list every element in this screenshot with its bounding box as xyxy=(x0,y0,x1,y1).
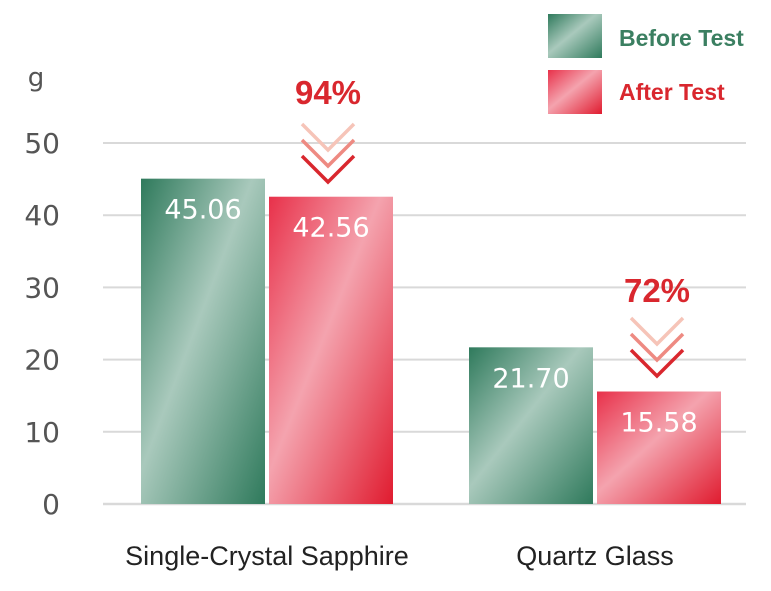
bars xyxy=(141,178,721,504)
data-label-before-1: 21.70 xyxy=(492,363,569,394)
x-category-label: Quartz Glass xyxy=(516,541,674,571)
y-tick-label: 20 xyxy=(24,344,60,377)
bar-after-0 xyxy=(269,196,393,504)
labels: 0 10 20 30 40 50 45.06 42.56 Single-Crystal Sapp… xyxy=(24,127,697,571)
annotation-quartz-percent: 72% xyxy=(624,272,690,309)
y-tick-label: 10 xyxy=(24,416,60,449)
legend-swatch-after xyxy=(548,70,602,114)
bar-before-0 xyxy=(141,178,265,504)
y-tick-label: 50 xyxy=(24,127,60,160)
data-label-after-0: 42.56 xyxy=(292,213,369,244)
bar-after-1 xyxy=(597,391,721,504)
legend-swatch-before xyxy=(548,14,602,58)
legend-label-after: After Test xyxy=(619,79,725,105)
y-axis-label: g xyxy=(28,63,45,93)
bar-before-1 xyxy=(469,347,593,504)
y-tick-label: 30 xyxy=(24,271,60,304)
down-chevron-icon-quartz xyxy=(629,316,685,379)
data-label-before-0: 45.06 xyxy=(164,195,241,226)
legend-label-before: Before Test xyxy=(619,25,744,51)
data-label-after-1: 15.58 xyxy=(620,408,697,439)
y-tick-label: 0 xyxy=(42,488,60,521)
x-category-label: Single-Crystal Sapphire xyxy=(125,541,409,571)
legend: Before Test After Test xyxy=(548,14,744,114)
down-chevron-icon-sapphire xyxy=(300,122,356,185)
y-tick-label: 40 xyxy=(24,199,60,232)
annotation-sapphire-percent: 94% xyxy=(295,74,361,111)
